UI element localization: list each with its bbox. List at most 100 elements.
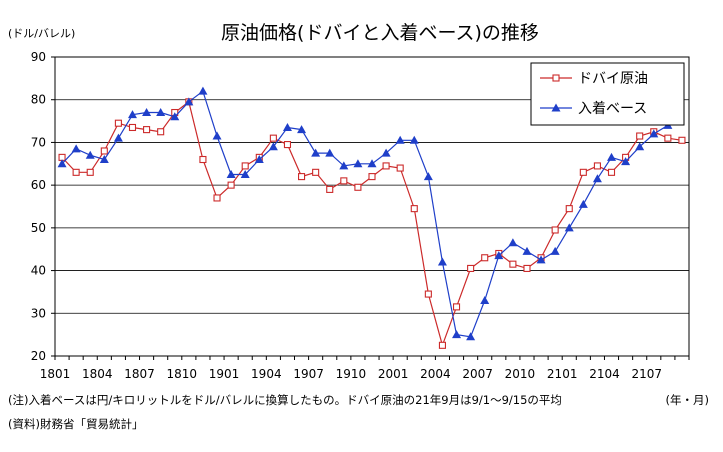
data-point [466, 332, 476, 341]
y-axis-unit-label: (ドル/バレル) [8, 27, 75, 40]
data-point [298, 173, 306, 181]
data-point [382, 162, 390, 170]
data-point [508, 238, 518, 247]
data-point [410, 205, 418, 213]
series-line [61, 100, 683, 348]
data-point [424, 290, 432, 298]
x-tick-label: 1907 [293, 367, 324, 381]
y-tick-label: 60 [31, 178, 46, 192]
data-point [127, 110, 137, 119]
data-point [467, 264, 475, 272]
data-point [607, 168, 616, 176]
data-point [678, 136, 686, 144]
y-tick-label: 40 [31, 264, 46, 278]
y-tick-label: 90 [31, 50, 46, 64]
footnote-note: (注)入着ベースは円/キロリットルをドル/バレルに換算したもの。ドバイ原油の21… [8, 393, 562, 407]
series-dubai [58, 98, 686, 349]
data-point [452, 330, 462, 339]
data-point [579, 168, 587, 176]
data-point [409, 135, 419, 144]
x-tick-label: 1810 [167, 367, 198, 381]
data-point [353, 159, 363, 168]
data-point [649, 129, 659, 138]
data-point [312, 168, 320, 176]
series-layer [57, 86, 686, 349]
x-tick-label: 2004 [420, 367, 451, 381]
data-point [564, 223, 574, 232]
data-point [423, 172, 433, 181]
x-tick-label: 2010 [505, 367, 536, 381]
data-point [339, 161, 349, 170]
chart-title: 原油価格(ドバイと入着ベース)の推移 [221, 22, 539, 44]
data-point [565, 205, 573, 213]
data-point [621, 157, 631, 166]
legend-label-dubai: ドバイ原油 [578, 71, 648, 87]
data-point [212, 131, 222, 140]
x-tick-label: 2104 [589, 367, 620, 381]
data-point [550, 246, 560, 255]
data-point [99, 155, 109, 164]
x-tick-label: 2101 [547, 367, 578, 381]
series-line [61, 90, 669, 338]
data-point [368, 173, 376, 181]
y-tick-label: 50 [31, 221, 46, 235]
gridlines [55, 99, 689, 314]
data-point [113, 133, 123, 142]
data-point [480, 295, 490, 304]
x-axis-unit-label: (年・月) [665, 393, 709, 407]
x-tick-label: 1807 [124, 367, 155, 381]
data-point [85, 150, 95, 159]
data-point [128, 123, 137, 132]
data-point [227, 181, 235, 189]
data-point [72, 168, 80, 176]
data-point [578, 199, 588, 208]
data-point [381, 148, 391, 157]
x-tick-label: 1904 [251, 367, 282, 381]
plot-area-frame [54, 56, 690, 357]
x-tick-label: 1804 [82, 367, 113, 381]
data-point [592, 174, 602, 183]
data-point [396, 164, 404, 172]
data-point [114, 119, 122, 127]
data-point [367, 159, 377, 168]
data-point [437, 257, 447, 266]
data-point [297, 125, 307, 134]
data-point [311, 148, 321, 157]
data-point [494, 251, 504, 260]
data-point [86, 168, 94, 176]
data-point [142, 108, 152, 117]
x-tick-label: 1910 [336, 367, 367, 381]
data-point [636, 132, 644, 140]
legend-marker-arrival [551, 103, 561, 112]
data-point [326, 185, 334, 193]
data-point [522, 246, 532, 255]
data-point [607, 152, 617, 161]
data-point [354, 183, 362, 191]
y-tick-label: 20 [31, 349, 46, 363]
y-tick-label: 30 [31, 306, 46, 320]
data-point [268, 142, 278, 151]
data-point [241, 162, 249, 170]
data-point [509, 260, 517, 268]
data-point [157, 128, 165, 136]
data-point [635, 142, 645, 151]
data-point [593, 162, 601, 170]
data-point [325, 148, 335, 157]
data-point [523, 264, 531, 272]
data-point [269, 134, 277, 142]
data-point [199, 155, 207, 164]
x-tick-label: 1801 [40, 367, 71, 381]
data-point [282, 122, 292, 131]
data-point [240, 169, 250, 178]
data-point [452, 303, 461, 311]
y-tick-label: 80 [31, 93, 46, 107]
data-point [184, 97, 194, 106]
legend-label-arrival: 入着ベース [578, 101, 647, 117]
data-point [481, 254, 489, 262]
x-tick-label: 2007 [462, 367, 493, 381]
data-point [71, 144, 81, 153]
data-point [664, 134, 672, 142]
data-point [143, 126, 151, 134]
data-point [156, 108, 166, 117]
data-point [226, 169, 236, 178]
